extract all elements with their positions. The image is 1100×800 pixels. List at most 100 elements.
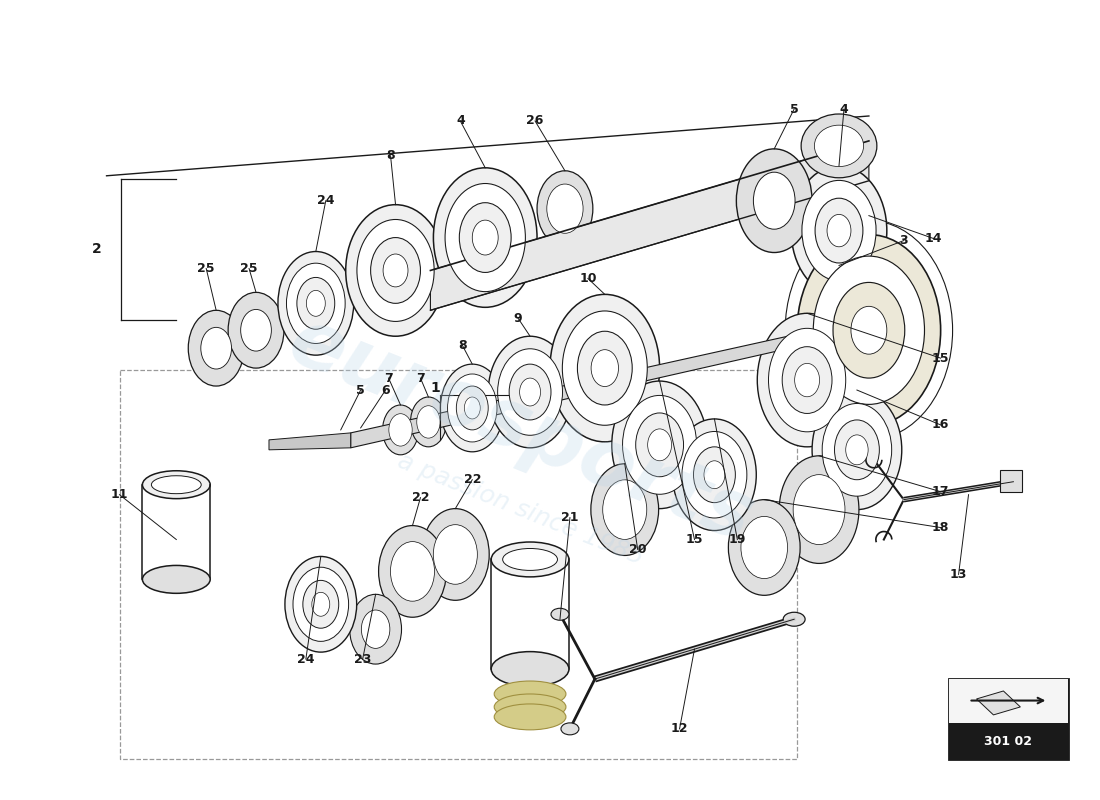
Text: 17: 17	[932, 485, 949, 498]
Ellipse shape	[378, 526, 447, 618]
Ellipse shape	[497, 349, 562, 435]
Ellipse shape	[297, 278, 334, 330]
Ellipse shape	[547, 184, 583, 234]
Text: 20: 20	[629, 543, 647, 556]
Ellipse shape	[827, 214, 851, 246]
Ellipse shape	[350, 594, 402, 664]
Ellipse shape	[835, 420, 879, 480]
Ellipse shape	[846, 435, 868, 465]
Ellipse shape	[494, 694, 565, 720]
Ellipse shape	[456, 386, 488, 430]
Ellipse shape	[693, 447, 736, 502]
Polygon shape	[351, 318, 869, 448]
Ellipse shape	[142, 470, 210, 498]
Ellipse shape	[142, 566, 210, 594]
Ellipse shape	[757, 314, 857, 447]
Text: 6: 6	[382, 383, 389, 397]
Text: 4: 4	[839, 102, 848, 115]
Ellipse shape	[551, 608, 569, 620]
Ellipse shape	[822, 403, 892, 496]
Ellipse shape	[779, 456, 859, 563]
Ellipse shape	[345, 205, 446, 336]
Text: 22: 22	[411, 491, 429, 504]
Ellipse shape	[241, 310, 272, 351]
Ellipse shape	[612, 381, 707, 509]
Ellipse shape	[390, 542, 435, 601]
Ellipse shape	[306, 290, 326, 316]
Ellipse shape	[603, 480, 647, 539]
Text: 8: 8	[386, 150, 395, 162]
Text: 13: 13	[950, 568, 967, 581]
Bar	[948, 679, 1068, 758]
Ellipse shape	[371, 238, 420, 303]
Ellipse shape	[383, 405, 418, 455]
Ellipse shape	[561, 723, 579, 735]
Ellipse shape	[672, 419, 757, 530]
Text: 21: 21	[561, 511, 579, 524]
Ellipse shape	[648, 429, 672, 461]
Ellipse shape	[201, 327, 231, 369]
Text: 7: 7	[416, 371, 425, 385]
Ellipse shape	[410, 397, 447, 447]
Ellipse shape	[815, 198, 862, 263]
Ellipse shape	[356, 219, 435, 322]
Text: 25: 25	[197, 262, 215, 275]
Ellipse shape	[286, 263, 345, 343]
Ellipse shape	[492, 652, 569, 686]
Ellipse shape	[417, 406, 440, 438]
Ellipse shape	[682, 431, 747, 518]
Text: 9: 9	[514, 312, 522, 325]
Ellipse shape	[152, 476, 201, 494]
Ellipse shape	[812, 390, 902, 510]
Ellipse shape	[492, 542, 569, 577]
Ellipse shape	[741, 516, 788, 578]
Ellipse shape	[578, 331, 632, 405]
Ellipse shape	[421, 509, 490, 600]
Ellipse shape	[754, 172, 795, 229]
Polygon shape	[977, 691, 1021, 715]
Ellipse shape	[802, 180, 876, 281]
Ellipse shape	[440, 364, 504, 452]
Bar	[1000, 470, 1022, 492]
Text: 15: 15	[932, 352, 949, 365]
Ellipse shape	[446, 183, 526, 292]
Ellipse shape	[188, 310, 244, 386]
Ellipse shape	[448, 374, 497, 442]
Ellipse shape	[636, 413, 683, 477]
Ellipse shape	[228, 292, 284, 368]
Ellipse shape	[851, 306, 887, 354]
Ellipse shape	[494, 704, 565, 730]
Ellipse shape	[278, 251, 354, 355]
Text: 301 02: 301 02	[984, 734, 1033, 748]
Ellipse shape	[503, 549, 558, 570]
Bar	[948, 679, 1068, 723]
Text: 24: 24	[317, 194, 334, 207]
Ellipse shape	[769, 328, 846, 432]
Polygon shape	[270, 433, 351, 450]
Ellipse shape	[285, 557, 356, 652]
Text: 16: 16	[932, 418, 949, 431]
Ellipse shape	[433, 168, 537, 307]
Ellipse shape	[562, 311, 647, 426]
Ellipse shape	[389, 414, 412, 446]
Text: 1: 1	[430, 381, 440, 395]
Text: 24: 24	[297, 653, 315, 666]
Ellipse shape	[591, 350, 618, 386]
Ellipse shape	[362, 610, 389, 648]
Polygon shape	[430, 141, 869, 310]
Text: eurosports: eurosports	[276, 302, 763, 558]
Bar	[120, 370, 798, 758]
Ellipse shape	[433, 525, 477, 584]
Ellipse shape	[736, 149, 812, 253]
Text: 4: 4	[455, 114, 464, 127]
Ellipse shape	[311, 592, 330, 616]
Text: 14: 14	[925, 232, 943, 245]
Text: 2: 2	[91, 242, 101, 255]
Ellipse shape	[794, 363, 820, 397]
Text: 7: 7	[384, 371, 393, 385]
Ellipse shape	[791, 166, 887, 295]
Text: 26: 26	[527, 114, 543, 127]
Text: 15: 15	[685, 533, 703, 546]
Ellipse shape	[783, 612, 805, 626]
Ellipse shape	[293, 567, 349, 642]
